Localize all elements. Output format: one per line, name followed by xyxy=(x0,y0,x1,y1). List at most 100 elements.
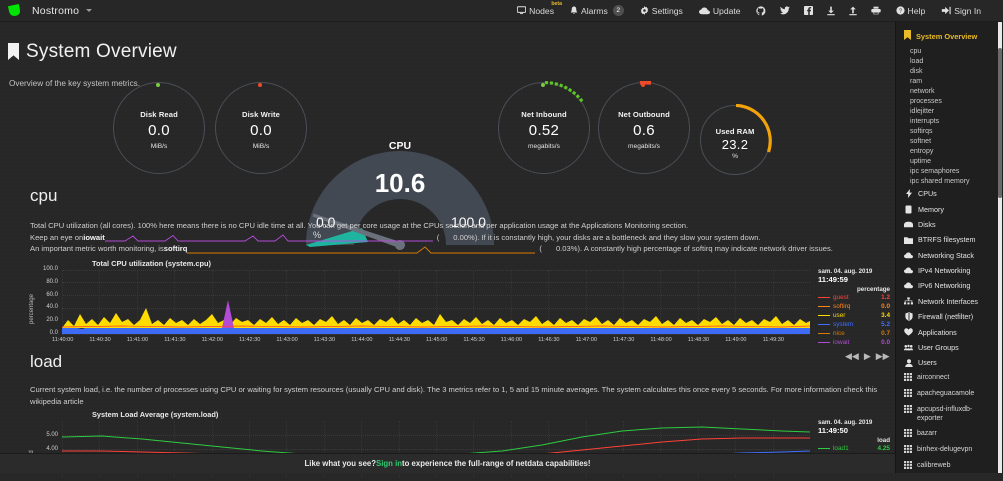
nav-item-print[interactable] xyxy=(864,0,888,22)
sidebar-group-applications[interactable]: Applications xyxy=(896,324,1003,339)
nav-item-github[interactable] xyxy=(749,0,773,22)
sidebar-item-idlejitter[interactable]: idlejitter xyxy=(910,107,935,115)
sidebar-group-label: Networking Stack xyxy=(918,250,974,260)
nav-label-signin: Sign In xyxy=(954,5,981,16)
sidebar-group-network-interfaces[interactable]: Network Interfaces xyxy=(896,294,1003,309)
brand-logo-group[interactable]: Nostromo xyxy=(0,4,93,17)
sidebar-group-label: IPv4 Networking xyxy=(918,266,971,276)
sidebar-item-interrupts[interactable]: interrupts xyxy=(910,117,940,125)
sidebar-group-btrfs-filesystem[interactable]: BTRFS filesystem xyxy=(896,232,1003,247)
sidebar-item-processes[interactable]: processes xyxy=(910,97,942,105)
play-icon[interactable]: ▶ xyxy=(863,350,871,361)
legend-row[interactable]: nice 0.7 xyxy=(818,329,890,338)
gauge-used-ram[interactable]: Used RAM 23.2 % xyxy=(700,104,772,175)
sidebar-group-user-groups[interactable]: User Groups xyxy=(896,340,1003,355)
sidebar-item-load[interactable]: load xyxy=(910,57,924,65)
chart-vgridline xyxy=(548,269,550,334)
chart-xtick: 11:44:00 xyxy=(351,336,373,343)
netdata-leaf-icon xyxy=(8,4,21,17)
cpu-desc-line-3: An important metric worth monitoring, is… xyxy=(30,243,890,255)
chart-vgridline xyxy=(286,421,288,477)
sidebar-app-airconnect[interactable]: airconnect xyxy=(896,371,1003,387)
shield-icon xyxy=(904,312,913,321)
banner-signin-link[interactable]: Sign in xyxy=(376,459,403,468)
sidebar-group-ipv4-networking[interactable]: IPv4 Networking xyxy=(896,263,1003,278)
chart-vgridline xyxy=(548,421,550,477)
sidebar-app-apacheguacamole[interactable]: apacheguacamole xyxy=(896,387,1003,403)
sidebar-item-disk[interactable]: disk xyxy=(910,67,923,75)
sidebar-item-softirqs[interactable]: softirqs xyxy=(910,127,933,135)
gauge-disk-write[interactable]: Disk Write 0.0 MiB/s xyxy=(215,82,307,174)
sidebar-group-firewall-netfilter[interactable]: Firewall (netfilter) xyxy=(896,309,1003,324)
nav-item-signin[interactable]: Sign In xyxy=(933,0,989,22)
sidebar-scrollbar-thumb[interactable] xyxy=(998,48,1002,198)
legend-row[interactable]: guest 1.2 xyxy=(818,293,890,302)
gauge-net-outbound[interactable]: Net Outbound 0.6 megabits/s xyxy=(598,81,690,174)
chart-system-cpu[interactable]: percentage 0.0 20.0 40.0 60.0 80.0 100.0 11:4… xyxy=(29,266,937,362)
gauge-disk-read[interactable]: Disk Read 0.0 MiB/s xyxy=(113,82,205,174)
nav-item-settings[interactable]: Settings xyxy=(632,0,691,22)
sidebar-app-bazarr[interactable]: bazarr xyxy=(896,426,1003,442)
sidebar-item-system-overview[interactable]: System Overview xyxy=(896,30,1003,46)
nav-item-update[interactable]: Update xyxy=(691,0,749,22)
gauge-unit: MiB/s xyxy=(150,143,168,150)
cpu-desc-2-metric: iowait xyxy=(83,232,105,242)
chart-xtick: 11:49:00 xyxy=(725,336,747,343)
sidebar-group-disks[interactable]: Disks xyxy=(896,217,1003,232)
sidebar-item-ipc-semaphores[interactable]: ipc semaphores xyxy=(910,167,960,175)
legend-row[interactable]: system 5.2 xyxy=(818,320,890,329)
legend-date: sam. 04. aug. 2019 xyxy=(818,419,873,426)
legend-row[interactable]: iowait 0.0 xyxy=(818,338,890,347)
legend-row[interactable]: load1 4.25 xyxy=(818,444,890,453)
chart-xtick: 11:47:00 xyxy=(575,336,597,343)
chart-xtick: 11:40:30 xyxy=(89,336,111,343)
sidebar-item-uptime[interactable]: uptime xyxy=(910,157,932,165)
nav-item-import[interactable] xyxy=(820,0,842,22)
sidebar-item-network[interactable]: network xyxy=(910,87,935,95)
sidebar-group-networking-stack[interactable]: Networking Stack xyxy=(896,248,1003,263)
sidebar-app-apcupsd-influxdb-exporter[interactable]: apcupsd-influxdb-exporter xyxy=(896,403,1003,426)
nav-item-export[interactable] xyxy=(842,0,864,22)
sidebar-item-ipc-shared-memory[interactable]: ipc shared memory xyxy=(910,177,970,185)
sidebar-app-label: apacheguacamole xyxy=(917,390,975,398)
nav-item-facebook[interactable] xyxy=(797,0,820,22)
legend-row[interactable]: user 3.4 xyxy=(818,311,890,320)
sidebar-item-softnet[interactable]: softnet xyxy=(910,137,932,145)
nav-item-help[interactable]: ? Help xyxy=(888,0,934,22)
sidebar-item-ram[interactable]: ram xyxy=(910,77,923,85)
sidebar-scrollbar-track[interactable] xyxy=(998,22,1002,473)
sidebar-group-users[interactable]: Users xyxy=(896,355,1003,370)
chart-title-system-load: System Load Average (system.load) xyxy=(92,410,219,419)
sidebar-app-calibreweb[interactable]: calibreweb xyxy=(896,458,1003,473)
cpu-desc-2-pre: Keep an eye on xyxy=(30,232,84,242)
sidebar-item-entropy[interactable]: entropy xyxy=(910,147,934,155)
hostname-label: Nostromo xyxy=(32,4,80,17)
nav-item-twitter[interactable] xyxy=(773,0,797,22)
grid-icon xyxy=(904,461,912,472)
nav-item-nodes[interactable]: Nodes beta xyxy=(509,0,562,22)
sidebar-group-label: Disks xyxy=(918,219,936,229)
bottom-banner: Like what you see? Sign in to experience… xyxy=(0,453,895,473)
legend-row[interactable]: softirq 0.0 xyxy=(818,302,890,311)
gauge-status-dot xyxy=(156,83,160,87)
legend-color-dash xyxy=(818,332,830,334)
sidebar-item-cpu[interactable]: cpu xyxy=(910,47,922,55)
legend-date: sam. 04. aug. 2019 xyxy=(818,267,873,275)
folder-icon xyxy=(904,236,913,244)
sidebar-app-binhex-delugevpn[interactable]: binhex-delugevpn xyxy=(896,442,1003,458)
sidebar-group-memory[interactable]: Memory xyxy=(896,201,1003,216)
skip-forward-icon[interactable]: ▶▶ xyxy=(875,350,890,361)
chart-vgridline xyxy=(660,269,662,334)
sidebar-group-ipv6-networking[interactable]: IPv6 Networking xyxy=(896,278,1003,293)
sidebar-group-label: BTRFS filesystem xyxy=(918,235,976,245)
chart-vgridline xyxy=(735,269,737,334)
gauge-cpu[interactable]: CPU 10.6 0.0 100.0 % xyxy=(300,140,500,250)
chevron-down-icon[interactable] xyxy=(86,9,93,12)
nav-item-alarms[interactable]: Alarms 2 xyxy=(562,0,632,22)
skip-backward-icon[interactable]: ◀◀ xyxy=(845,350,859,361)
sidebar-group-cpus[interactable]: CPUs xyxy=(896,186,1003,201)
gauge-arc-used-ram xyxy=(735,104,772,153)
gauge-value: 0.0 xyxy=(148,122,170,139)
gauge-net-inbound[interactable]: Net Inbound 0.52 megabits/s xyxy=(498,81,590,174)
gauge-cpu-unit: % xyxy=(313,230,322,240)
